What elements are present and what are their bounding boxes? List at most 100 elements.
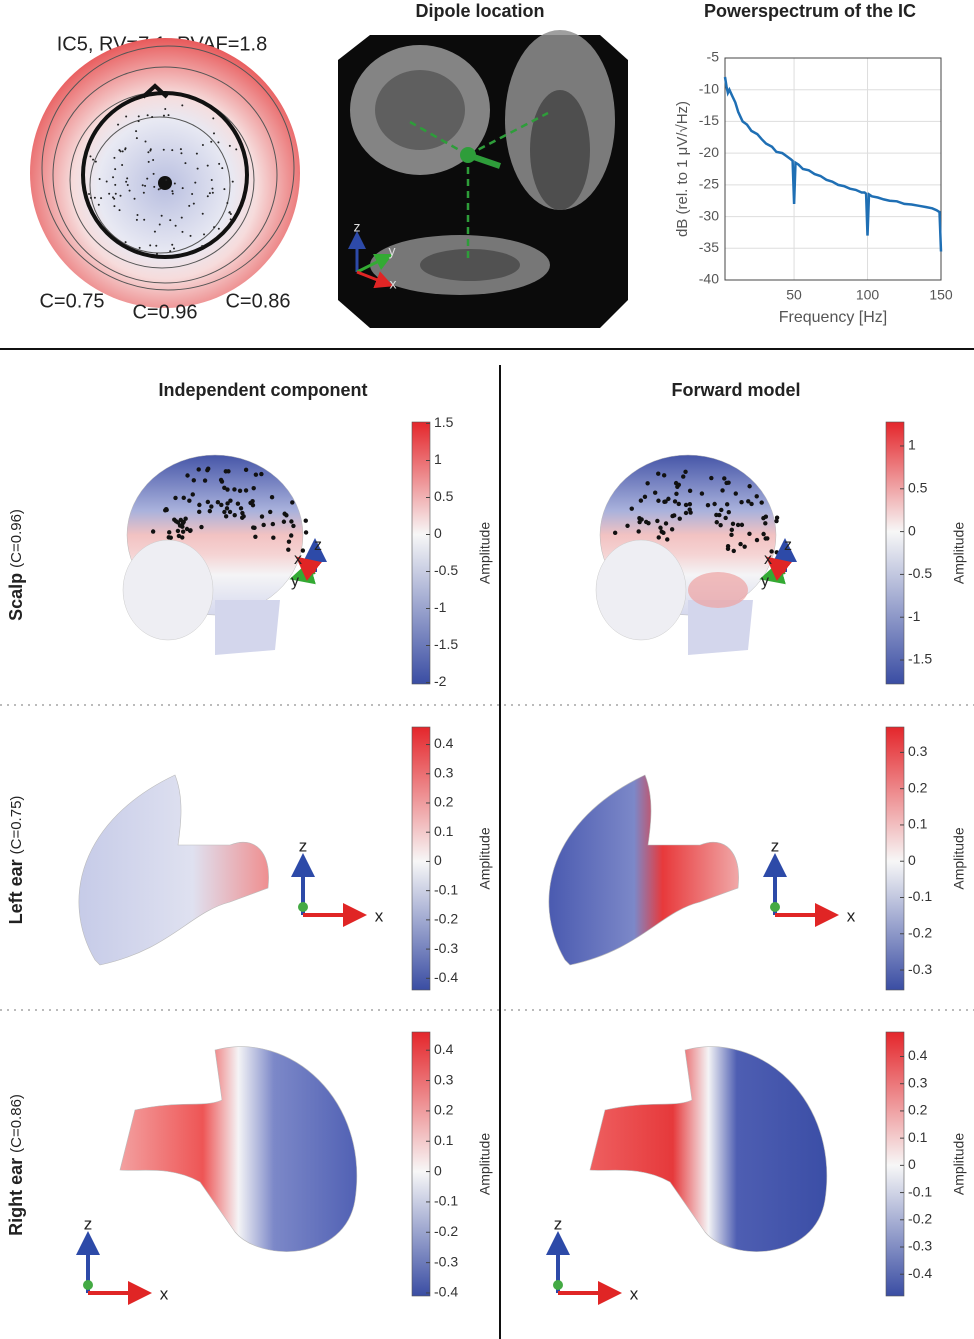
electrode xyxy=(281,519,287,524)
axis-letter: x xyxy=(847,906,856,925)
electrode xyxy=(643,519,649,525)
electrode xyxy=(181,104,184,107)
colorbar-tick-label: -0.3 xyxy=(434,940,458,956)
electrode xyxy=(228,498,233,503)
electrode xyxy=(121,150,124,153)
colorbar-tick-label: 0.3 xyxy=(434,1071,454,1087)
electrode xyxy=(224,506,230,511)
electrode xyxy=(105,180,108,183)
electrode xyxy=(699,491,705,496)
electrode xyxy=(137,115,140,118)
colorbar-tick-label: 0.4 xyxy=(434,1041,454,1057)
electrode xyxy=(162,148,165,151)
electrode xyxy=(197,502,202,508)
electrode xyxy=(227,509,233,515)
corr-label: C=0.86 xyxy=(225,290,290,312)
electrode xyxy=(209,504,214,509)
electrode xyxy=(289,533,294,538)
right-ear-model xyxy=(119,1046,357,1252)
colorbar-tick-label: 0.3 xyxy=(908,1074,928,1090)
corr-label: C=0.75 xyxy=(39,290,104,312)
electrode xyxy=(683,469,688,474)
electrode xyxy=(201,143,204,146)
electrode xyxy=(196,467,201,472)
electrode xyxy=(303,518,308,523)
electrode xyxy=(133,197,136,200)
colorbar-tick-label: 0 xyxy=(434,852,442,868)
electrode xyxy=(211,191,214,194)
colorbar-tick-label: -0.2 xyxy=(908,1210,932,1226)
electrode xyxy=(184,162,187,165)
electrode xyxy=(282,511,287,516)
electrode xyxy=(205,467,210,473)
electrode xyxy=(269,494,275,500)
electrode xyxy=(738,541,743,547)
colorbar-tick-label: -1 xyxy=(434,599,447,615)
electrode xyxy=(137,120,140,123)
electrode xyxy=(117,123,120,126)
electrode xyxy=(225,501,230,506)
electrode xyxy=(221,167,224,170)
electrode xyxy=(769,549,774,554)
electrode xyxy=(746,499,751,504)
colorbar-label: Amplitude xyxy=(951,827,967,889)
axis-arrow xyxy=(356,270,394,289)
electrode xyxy=(191,478,196,483)
electrode xyxy=(725,546,731,552)
dipole-projection xyxy=(158,176,172,190)
electrode xyxy=(270,521,276,527)
electrode xyxy=(135,130,138,133)
row-name: Left ear xyxy=(6,859,26,924)
colorbar-tick-label: 0.5 xyxy=(434,488,454,504)
axis-origin xyxy=(83,1280,93,1290)
electrode xyxy=(149,148,152,151)
electrodes xyxy=(150,466,784,558)
electrode xyxy=(159,187,162,190)
electrode xyxy=(717,512,722,518)
electrode xyxy=(144,184,147,187)
electrode xyxy=(111,196,114,199)
colorbar-tick-label: 0.1 xyxy=(908,1129,928,1145)
electrode xyxy=(210,179,213,182)
electrode xyxy=(93,196,96,199)
electrode xyxy=(213,226,216,229)
electrode xyxy=(113,197,116,200)
electrode xyxy=(212,132,215,135)
electrode xyxy=(171,190,174,193)
electrode xyxy=(114,168,117,171)
electrode xyxy=(763,514,769,519)
right-ear-model xyxy=(589,1046,827,1252)
electrode xyxy=(286,539,292,544)
mri-slices xyxy=(350,30,615,295)
electrode xyxy=(147,151,150,154)
colorbar-tick-label: 0.3 xyxy=(434,764,454,780)
electrode xyxy=(747,531,752,537)
electrode xyxy=(125,115,128,118)
electrode xyxy=(663,521,669,526)
axis-letter: z xyxy=(354,219,361,235)
electrode xyxy=(158,223,161,226)
electrode xyxy=(656,535,661,540)
electrode xyxy=(142,191,145,194)
electrode xyxy=(98,177,101,180)
electrode xyxy=(199,524,204,530)
electrode xyxy=(662,499,667,504)
electrode xyxy=(94,160,97,163)
scalp-model xyxy=(122,454,304,655)
electrode xyxy=(152,172,155,175)
electrode xyxy=(655,518,660,524)
colorbar-tick-label: 0.3 xyxy=(908,743,928,759)
electrode xyxy=(253,534,258,540)
electrode xyxy=(223,514,229,519)
colorbar-tick-label: 0.1 xyxy=(434,1132,454,1148)
electrode xyxy=(687,507,692,512)
y-tick-label: -20 xyxy=(699,144,719,160)
electrode xyxy=(665,537,670,542)
electrode xyxy=(240,510,245,516)
electrode xyxy=(146,177,149,180)
electrode xyxy=(729,527,735,533)
electrode xyxy=(212,117,215,120)
electrode xyxy=(181,230,184,233)
electrode xyxy=(126,177,129,180)
colorbar-tick-label: -0.3 xyxy=(434,1253,458,1269)
